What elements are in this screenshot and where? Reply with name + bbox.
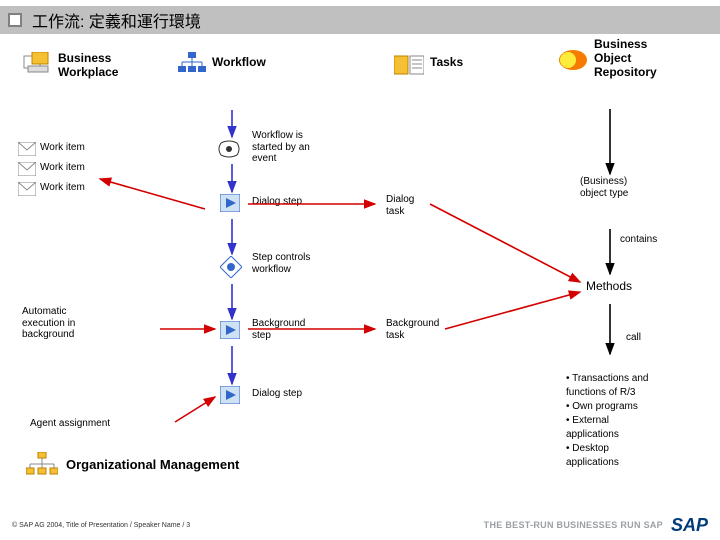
org-icon	[26, 452, 58, 483]
title-marker-icon	[8, 13, 22, 27]
footer: © SAP AG 2004, Title of Presentation / S…	[0, 510, 720, 540]
tasks-icon	[394, 54, 424, 81]
copyright-text: © SAP AG 2004, Title of Presentation / S…	[12, 522, 190, 529]
methods-label: Methods	[586, 280, 632, 294]
bullet-item: applications	[566, 456, 648, 470]
tagline: THE BEST-RUN BUSINESSES RUN SAP	[484, 520, 663, 530]
footer-right: THE BEST-RUN BUSINESSES RUN SAP SAP	[484, 515, 708, 536]
background-step: Backgroundstep	[252, 318, 305, 341]
workflow-icon	[178, 52, 206, 81]
bullet-item: • Desktop	[566, 442, 648, 456]
title-bar: 工作流: 定義和運行環境	[0, 6, 720, 34]
work-item-2: Work item	[40, 162, 85, 174]
background-task: Backgroundtask	[386, 318, 439, 341]
dialog-step-2: Dialog step	[252, 388, 302, 400]
wf-event-text: Workflow isstarted by anevent	[252, 130, 310, 165]
bullet-item: • Own programs	[566, 400, 648, 414]
business-workplace-label: BusinessWorkplace	[58, 52, 118, 80]
bullet-item: applications	[566, 428, 648, 442]
event-icon	[217, 139, 241, 164]
bullet-item: functions of R/3	[566, 386, 648, 400]
sap-logo: SAP	[671, 515, 708, 536]
dialog-step-icon	[220, 194, 240, 217]
agent-assignment: Agent assignment	[30, 418, 110, 430]
object-type: (Business)object type	[580, 176, 628, 199]
work-item-icon	[18, 182, 36, 201]
diagram-canvas: BusinessWorkplace Workflow Tasks Busines…	[0, 34, 720, 510]
dialog-task: Dialogtask	[386, 194, 414, 217]
bor-label: BusinessObjectRepository	[594, 38, 657, 79]
background-step-icon	[220, 321, 240, 344]
workplace-icon	[22, 52, 52, 81]
bullet-item: • Transactions and	[566, 372, 648, 386]
control-icon	[220, 256, 242, 283]
work-item-1: Work item	[40, 142, 85, 154]
auto-exec: Automaticexecution inbackground	[22, 306, 75, 341]
workflow-label: Workflow	[212, 56, 266, 70]
page-title: 工作流: 定義和運行環境	[32, 8, 201, 32]
contains-label: contains	[620, 234, 657, 246]
work-item-3: Work item	[40, 182, 85, 194]
tasks-label: Tasks	[430, 56, 463, 70]
bullet-item: • External	[566, 414, 648, 428]
step-controls: Step controlsworkflow	[252, 252, 310, 275]
work-item-icon	[18, 142, 36, 161]
method-bullets: • Transactions and functions of R/3 • Ow…	[566, 372, 648, 470]
org-mgmt-label: Organizational Management	[66, 458, 239, 473]
call-label: call	[626, 332, 641, 344]
work-item-icon	[18, 162, 36, 181]
dialog-step2-icon	[220, 386, 240, 409]
bor-icon	[558, 48, 588, 77]
dialog-step-1: Dialog step	[252, 196, 302, 208]
